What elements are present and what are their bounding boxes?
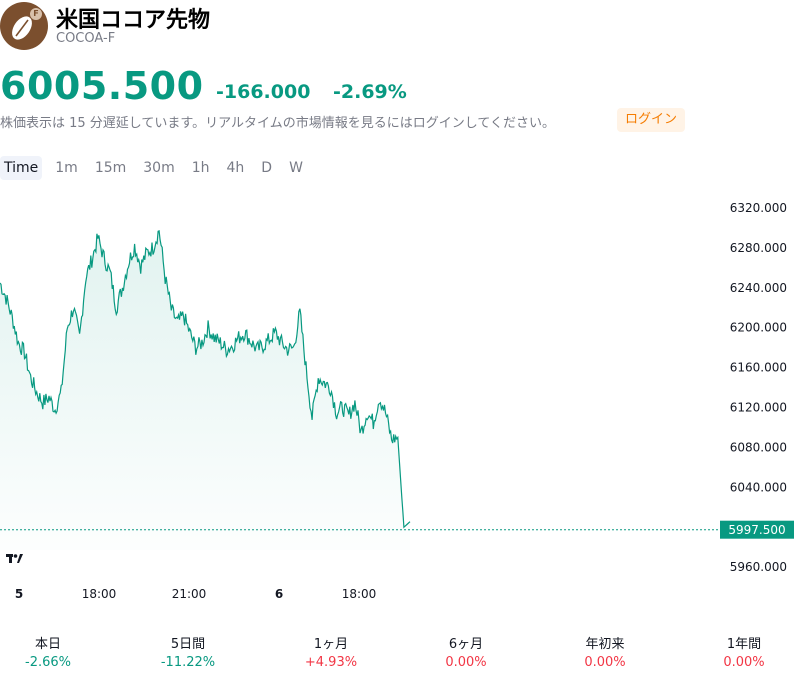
last-price-badge-label: 5997.500 [728, 523, 785, 537]
symbol-header: F 米国ココア先物 COCOA-F [0, 0, 800, 50]
stat-value: 0.00% [584, 655, 626, 670]
stat-value: 0.00% [445, 655, 487, 670]
tv-logo-dot [13, 554, 18, 558]
ticker-symbol: COCOA-F [56, 31, 116, 46]
stat-label: 本日 [34, 637, 61, 652]
stat-label: 6ヶ月 [448, 637, 484, 652]
interval-tab[interactable]: W [289, 160, 303, 176]
page-title: 米国ココア先物 [56, 8, 211, 33]
stat-value: -11.22% [160, 655, 216, 670]
y-tick-label: 6200.000 [730, 321, 787, 335]
interval-tab[interactable]: 1h [191, 160, 210, 176]
stat-label: 1年間 [726, 637, 762, 652]
tradingview-logo-icon [6, 554, 23, 563]
stat-value: 0.00% [723, 655, 765, 670]
y-tick-label: 6160.000 [730, 361, 787, 375]
x-tick-label: 5 [15, 587, 23, 601]
price-area [0, 230, 410, 550]
last-price: 6005.500 [0, 64, 204, 108]
y-tick-label: 6280.000 [730, 241, 787, 255]
interval-tab[interactable]: 1m [55, 160, 78, 176]
x-tick-label: 18:00 [342, 587, 377, 601]
x-tick-label: 21:00 [172, 587, 207, 601]
price-line [0, 230, 411, 529]
login-button[interactable]: ログイン [617, 108, 686, 132]
price-change: -166.000 [216, 81, 311, 103]
y-tick-label: 5960.000 [730, 560, 787, 574]
stat-item[interactable]: 本日 -2.66% [0, 636, 98, 672]
interval-tab[interactable]: 4h [226, 160, 245, 176]
logo-badge: F [30, 8, 42, 20]
stat-item[interactable]: 1年間 0.00% [694, 636, 794, 672]
stat-item[interactable]: 1ヶ月 +4.93% [281, 636, 381, 672]
y-tick-label: 6240.000 [730, 281, 787, 295]
performance-stats: 本日 -2.66% 5日間 -11.22% 1ヶ月 +4.93% 6ヶ月 0.00% 年初来 0.… [0, 636, 800, 676]
y-tick-label: 6040.000 [730, 480, 787, 494]
stat-item[interactable]: 年初来 0.00% [555, 636, 655, 672]
interval-tab[interactable]: D [261, 160, 273, 176]
y-tick-label: 6320.000 [730, 201, 787, 215]
price-change-percent: -2.69% [333, 81, 407, 103]
x-tick-label: 6 [275, 587, 283, 601]
stat-label: 年初来 [585, 637, 625, 652]
stat-item[interactable]: 5日間 -11.22% [138, 636, 238, 672]
tv-logo-stem [9, 554, 12, 563]
interval-tab[interactable]: Time [0, 156, 43, 180]
x-tick-label: 18:00 [82, 587, 117, 601]
cocoa-bean-icon [12, 16, 32, 40]
last-price-badge [720, 520, 794, 539]
stat-value: +4.93% [304, 655, 358, 670]
interval-tab[interactable]: 30m [143, 160, 175, 176]
interval-tab[interactable]: 15m [94, 160, 127, 176]
stat-label: 1ヶ月 [313, 637, 349, 652]
interval-tabs: Time 1m 15m 30m 1h 4h D W [0, 156, 316, 180]
stat-value: -2.66% [25, 655, 71, 670]
stat-label: 5日間 [170, 637, 206, 652]
tv-logo-slash [17, 554, 23, 563]
stat-item[interactable]: 6ヶ月 0.00% [416, 636, 516, 672]
cocoa-logo-icon: F [0, 2, 48, 50]
price-chart[interactable]: 6320.000 6280.000 6240.000 6200.000 6160.000… [0, 190, 800, 610]
delay-notice: 株価表示は 15 分遅延しています。リアルタイムの市場情報を見るにはログインして… [0, 116, 555, 131]
y-tick-label: 6080.000 [730, 440, 787, 454]
y-tick-label: 6120.000 [730, 401, 787, 415]
